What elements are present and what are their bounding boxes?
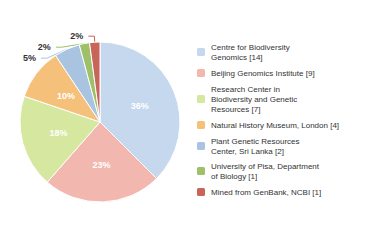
svg-text:18%: 18% [49, 128, 67, 138]
svg-text:Mined from GenBank, NCBI [1]: Mined from GenBank, NCBI [1] [211, 188, 321, 197]
svg-text:Natural History Museum, London: Natural History Museum, London [4] [211, 121, 339, 130]
svg-text:of Biology [1]: of Biology [1] [211, 172, 257, 181]
svg-text:Plant Genetic Resources: Plant Genetic Resources [211, 137, 300, 146]
svg-text:Resources [7]: Resources [7] [211, 105, 260, 114]
svg-text:Research Center in: Research Center in [211, 85, 280, 94]
svg-text:36%: 36% [131, 101, 149, 111]
svg-text:University of Pisa, Department: University of Pisa, Department [211, 162, 320, 171]
svg-text:Genomics [14]: Genomics [14] [211, 53, 263, 62]
svg-text:Center, Sri Lanka [2]: Center, Sri Lanka [2] [211, 147, 284, 156]
svg-text:Centre for Biodiversity: Centre for Biodiversity [211, 43, 290, 52]
svg-text:Biodiversity and Genetic: Biodiversity and Genetic [211, 95, 297, 104]
svg-text:23%: 23% [92, 160, 110, 170]
svg-text:2%: 2% [70, 31, 83, 41]
svg-text:10%: 10% [57, 91, 75, 101]
svg-text:Beijing Genomics Institute [9]: Beijing Genomics Institute [9] [211, 69, 315, 78]
svg-text:2%: 2% [38, 42, 51, 52]
svg-text:5%: 5% [23, 53, 36, 63]
